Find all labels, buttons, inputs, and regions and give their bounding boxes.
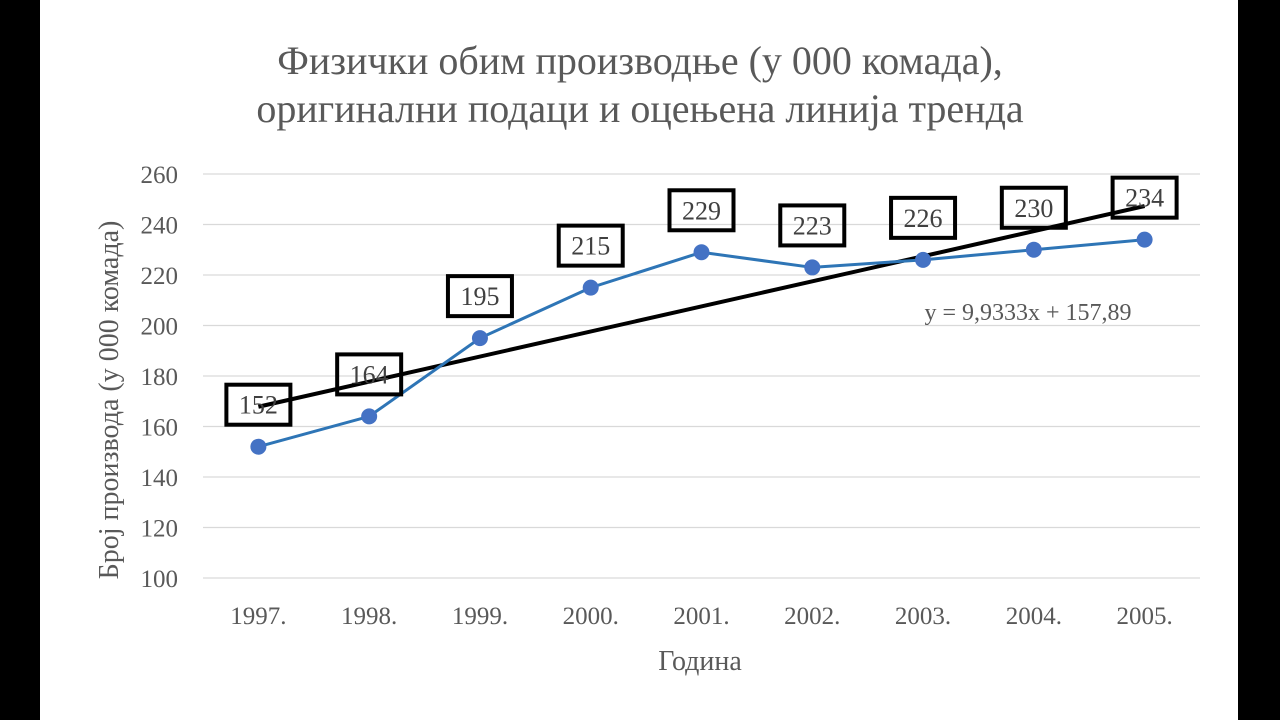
trendline-line xyxy=(257,204,1146,409)
data-label-box xyxy=(1110,175,1179,220)
trendline xyxy=(257,204,1146,409)
data-label-text: 223 xyxy=(793,211,832,240)
data-label: 215 xyxy=(556,223,625,268)
data-label-text: 226 xyxy=(904,204,943,233)
data-label: 226 xyxy=(889,195,958,240)
data-label-text: 195 xyxy=(460,282,499,311)
data-label: 234 xyxy=(1110,175,1179,220)
x-axis-ticks: 1997. 1998. 1999. 2000. 2001. 2002. 2003. 2004.… xyxy=(230,603,1172,630)
series xyxy=(250,231,1153,455)
y-axis-ticks: 100 120 140 160 180 200 220 240 260 xyxy=(141,162,179,593)
data-label-box xyxy=(445,274,514,319)
data-label-box xyxy=(999,185,1068,230)
x-tick-label: 2000. xyxy=(563,603,619,630)
x-axis-title: Година xyxy=(658,646,742,677)
data-label: 152 xyxy=(224,382,293,427)
y-tick-label: 120 xyxy=(141,516,179,543)
data-label: 229 xyxy=(667,188,736,233)
data-label-text: 164 xyxy=(350,360,389,389)
y-tick-label: 100 xyxy=(141,566,179,593)
data-point xyxy=(361,408,378,425)
x-tick-label: 2004. xyxy=(1006,603,1062,630)
data-label-text: 215 xyxy=(571,232,610,261)
data-point xyxy=(582,279,599,296)
x-tick-label: 2003. xyxy=(895,603,951,630)
y-tick-label: 260 xyxy=(141,162,179,189)
data-point xyxy=(915,251,932,268)
x-tick-label: 2005. xyxy=(1116,603,1172,630)
series-line xyxy=(257,238,1145,449)
data-point xyxy=(250,438,267,455)
x-tick-label: 1999. xyxy=(452,603,508,630)
x-tick-label: 1997. xyxy=(230,603,286,630)
data-label: 230 xyxy=(999,185,1068,230)
y-tick-label: 220 xyxy=(141,263,179,290)
data-label-text: 152 xyxy=(239,391,278,420)
data-label-box xyxy=(889,195,958,240)
data-label: 195 xyxy=(445,274,514,319)
chart-title-line-1: Физички обим производње (у 000 комада), xyxy=(277,38,1003,83)
data-point xyxy=(804,259,821,276)
x-tick-label: 2002. xyxy=(784,603,840,630)
y-axis-title: Број производа (у 000 комада) xyxy=(94,221,125,580)
data-label-box xyxy=(335,352,404,397)
x-tick-label: 2001. xyxy=(673,603,729,630)
trendline-equation: y = 9,9333x + 157,89 xyxy=(924,300,1131,326)
slide xyxy=(40,0,1238,720)
grid xyxy=(203,173,1200,579)
x-tick-label: 1998. xyxy=(341,603,397,630)
chart-title-line-2: оригинални подаци и оцењена линија тренд… xyxy=(256,86,1024,131)
data-label-box xyxy=(667,188,736,233)
data-label-text: 234 xyxy=(1125,184,1164,213)
data-label-box xyxy=(224,382,293,427)
data-point xyxy=(471,330,488,347)
data-label-text: 230 xyxy=(1014,194,1053,223)
data-label-box xyxy=(778,203,847,248)
y-tick-label: 240 xyxy=(141,213,179,240)
data-labels: 152 164 195 215 229 223 226 230 234 xyxy=(224,175,1179,427)
data-label: 164 xyxy=(335,352,404,397)
data-label: 223 xyxy=(778,203,847,248)
data-point xyxy=(1136,231,1153,248)
data-label-text: 229 xyxy=(682,196,721,225)
data-label-box xyxy=(556,223,625,268)
y-tick-label: 200 xyxy=(141,314,179,341)
y-tick-label: 140 xyxy=(141,465,179,492)
data-point xyxy=(693,244,710,261)
y-tick-label: 180 xyxy=(141,364,179,391)
y-tick-label: 160 xyxy=(141,415,179,442)
data-point xyxy=(1025,241,1042,258)
